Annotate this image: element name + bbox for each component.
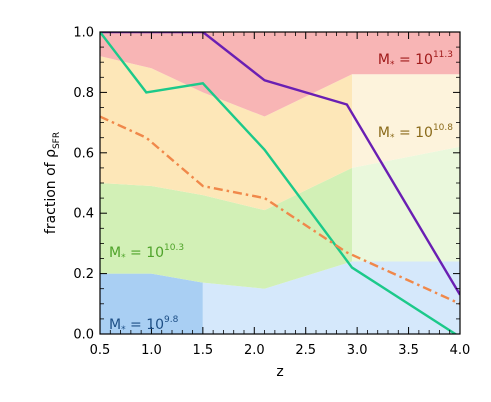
x-tick-label: 1.5 [193,343,214,358]
x-tick-label: 4.0 [450,343,471,358]
y-tick-label: 0.2 [73,267,94,282]
mass-label-2: M* = 1010.3 [109,243,184,263]
series-line-1 [100,32,460,296]
x-tick-label: 3.0 [347,343,368,358]
band-2-dark [100,167,352,289]
band-3-dark [100,56,352,211]
band-3-light [352,74,460,168]
band-4-light [352,32,460,75]
x-axis-label: z [276,364,283,380]
mass-label-3: M* = 1010.8 [378,123,453,143]
x-tick-label: 3.5 [398,343,419,358]
y-axis-label-main: fraction of ρ [43,149,59,234]
band-1-dark [100,273,203,334]
y-axis-label-sub: SFR [52,132,62,149]
y-tick-label: 1.0 [73,26,94,41]
y-tick-label: 0.6 [73,146,94,161]
y-axis-label: fraction of ρSFR [43,132,62,234]
mass-label-4: M* = 1011.3 [378,50,453,70]
y-tick-label: 0.4 [73,207,94,222]
x-tick-label: 1.0 [141,343,162,358]
y-tick-label: 0.0 [73,328,94,343]
series-line-3 [100,115,460,305]
plot-area [100,32,460,334]
x-tick-label: 0.5 [90,343,111,358]
x-tick-label: 2.0 [244,343,265,358]
y-tick-label: 0.8 [73,86,94,101]
band-1-light [202,261,460,334]
x-tick-label: 2.5 [295,343,316,358]
series-line-2 [100,32,458,334]
band-4-dark [100,32,352,117]
mass-label-1: M* = 109.8 [109,315,179,335]
